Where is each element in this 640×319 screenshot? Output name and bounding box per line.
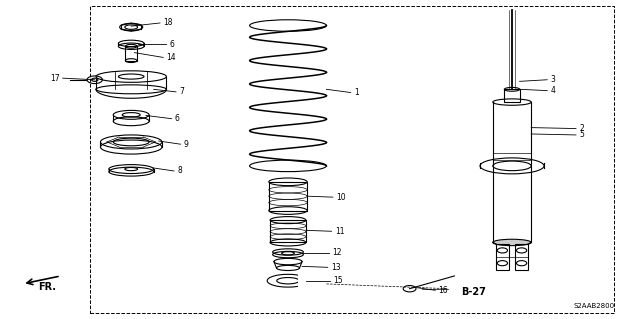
Text: 10: 10 — [336, 193, 346, 202]
Text: S2AAB2800: S2AAB2800 — [573, 303, 614, 308]
Text: 17: 17 — [50, 74, 60, 83]
Bar — [496, 244, 509, 270]
Text: 8: 8 — [177, 167, 182, 175]
Bar — [90, 6, 614, 313]
Text: FR.: FR. — [38, 282, 56, 292]
Bar — [125, 46, 137, 61]
Bar — [270, 220, 306, 242]
Bar — [298, 273, 310, 289]
Text: 11: 11 — [335, 227, 344, 236]
Text: 13: 13 — [331, 263, 340, 272]
Text: 3: 3 — [550, 75, 556, 84]
Text: 5: 5 — [579, 130, 584, 139]
Text: 18: 18 — [163, 19, 173, 27]
Text: 12: 12 — [332, 248, 342, 257]
Text: 14: 14 — [166, 53, 176, 62]
Text: 7: 7 — [179, 87, 184, 96]
Text: 4: 4 — [550, 86, 556, 95]
Text: 1: 1 — [354, 88, 358, 97]
Text: 2: 2 — [579, 124, 584, 133]
Text: B-27: B-27 — [461, 287, 486, 297]
Text: 6: 6 — [175, 114, 180, 123]
Text: 15: 15 — [333, 276, 342, 285]
Text: 9: 9 — [184, 140, 189, 149]
Text: 6: 6 — [170, 40, 175, 48]
Bar — [269, 182, 307, 211]
Bar — [504, 89, 520, 102]
Ellipse shape — [493, 239, 531, 246]
Bar — [515, 244, 528, 270]
Text: 16: 16 — [438, 286, 448, 295]
